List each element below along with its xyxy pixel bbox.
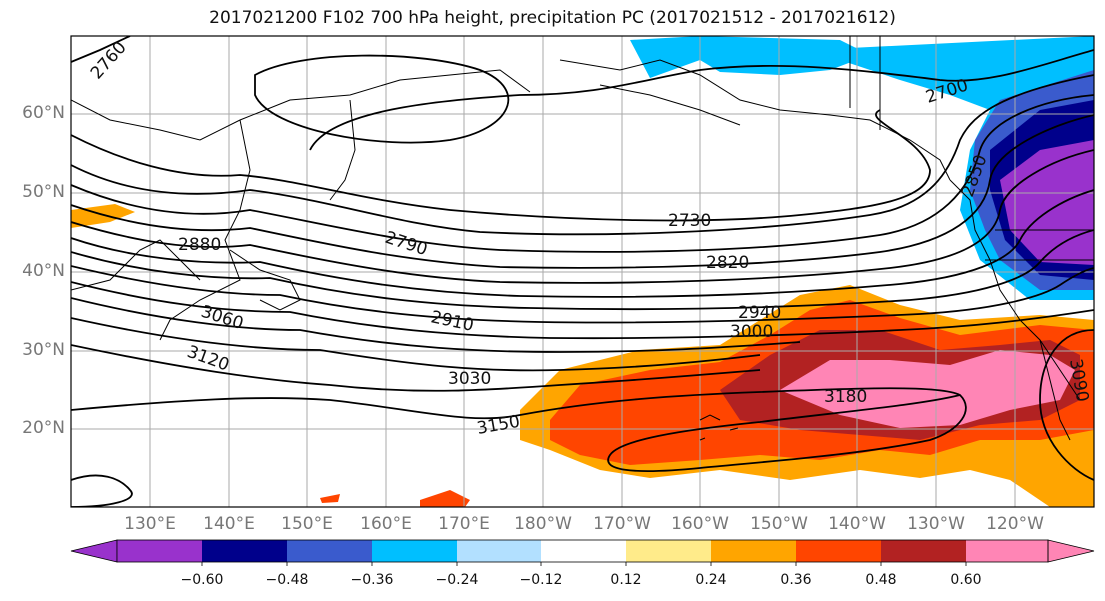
colorbar-bin — [287, 540, 372, 562]
contour-label: 2880 — [178, 235, 221, 255]
colorbar-tick-label: −0.60 — [180, 572, 224, 588]
lon-label: 160°E — [360, 514, 412, 534]
lon-label: 180°W — [514, 514, 572, 534]
lat-label: 20°N — [22, 418, 65, 438]
contour-label: 2760 — [87, 38, 131, 84]
coastlines — [71, 36, 1094, 441]
colorbar-tick-label: 0.36 — [780, 572, 812, 588]
colorbar-bin — [966, 540, 1048, 562]
colorbar-tick-label: −0.24 — [435, 572, 479, 588]
lon-label: 170°E — [438, 514, 490, 534]
colorbar — [70, 539, 1095, 566]
lon-label: 140°W — [828, 514, 886, 534]
map-frame — [70, 35, 1095, 508]
lat-label: 40°N — [22, 261, 65, 281]
colorbar-bin — [70, 539, 118, 563]
colorbar-tick-label: 0.12 — [610, 572, 642, 588]
contour-label: 2820 — [706, 253, 749, 273]
colorbar-bin — [1047, 539, 1095, 563]
contour-label: 3000 — [730, 322, 773, 342]
contour-label: 2940 — [738, 303, 781, 323]
colorbar-bin — [457, 540, 541, 562]
colorbar-tick-label: −0.36 — [350, 572, 394, 588]
colorbar-bin — [117, 540, 202, 562]
contour-label: 3030 — [448, 369, 491, 389]
colorbar-tick-label: −0.12 — [519, 572, 563, 588]
contour-label: 2730 — [668, 211, 711, 231]
lon-label: 130°E — [124, 514, 176, 534]
lon-label: 130°W — [907, 514, 965, 534]
colorbar-tick-label: 0.24 — [695, 572, 727, 588]
colorbar-tick-label: 0.60 — [950, 572, 982, 588]
contour-label: 3060 — [198, 302, 245, 334]
height-contours — [71, 36, 1094, 507]
lat-label: 30°N — [22, 340, 65, 360]
colorbar-bin — [796, 540, 881, 562]
colorbar-bin — [372, 540, 457, 562]
colorbar-tick-label: −0.48 — [265, 572, 309, 588]
lon-label: 140°E — [203, 514, 255, 534]
contour-label: 3180 — [824, 387, 867, 407]
colorbar-tick-label: 0.48 — [865, 572, 897, 588]
colorbar-bin — [541, 540, 626, 562]
gridlines — [71, 36, 1094, 507]
colorbar-bin — [881, 540, 966, 562]
lat-label: 60°N — [22, 103, 65, 123]
lon-label: 170°W — [593, 514, 651, 534]
colorbar-bin — [626, 540, 711, 562]
map-title: 2017021200 F102 700 hPa height, precipit… — [209, 8, 896, 28]
lon-label: 120°W — [986, 514, 1044, 534]
lon-label: 160°W — [671, 514, 729, 534]
colorbar-bin — [202, 540, 287, 562]
lon-label: 150°W — [750, 514, 808, 534]
lat-label: 50°N — [22, 182, 65, 202]
contour-label: 3150 — [475, 412, 521, 439]
lon-label: 150°E — [281, 514, 333, 534]
colorbar-bin — [711, 540, 796, 562]
